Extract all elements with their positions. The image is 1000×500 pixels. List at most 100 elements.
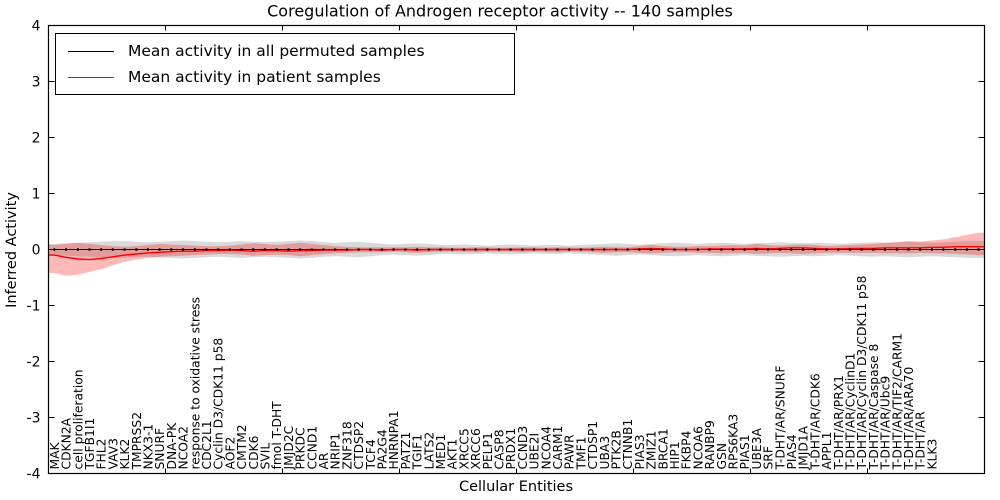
data-point-marker	[872, 248, 875, 251]
y-tick-label: 0	[32, 243, 41, 259]
x-category-label: TCF4	[364, 439, 378, 470]
x-category-label: ZMIZ1	[645, 431, 659, 470]
x-category-label: CCND3	[516, 426, 530, 470]
x-category-label: T-DHT/AR	[914, 411, 928, 471]
x-category-label: XRCC5	[457, 428, 471, 469]
x-category-label: CASP8	[492, 429, 506, 469]
data-point-marker	[486, 248, 489, 251]
data-point-marker	[298, 248, 302, 251]
data-point-marker	[603, 248, 606, 251]
x-category-label: GSN	[715, 443, 729, 470]
x-category-label: NCOA2	[177, 426, 191, 469]
data-point-marker	[345, 248, 349, 251]
x-category-label: FHL2	[95, 439, 109, 470]
data-point-marker	[380, 248, 384, 251]
x-category-label: KLK3	[925, 439, 939, 470]
x-category-label: KLK2	[118, 439, 132, 470]
x-category-label: TGFB1I1	[83, 418, 97, 471]
patient-line-sample	[68, 76, 114, 78]
x-category-label: response to oxidative stress	[188, 297, 202, 470]
data-point-marker	[825, 248, 828, 251]
x-category-label: AKT1	[446, 439, 460, 470]
x-axis-label: Cellular Entities	[458, 479, 574, 495]
data-point-marker	[567, 248, 571, 251]
data-point-marker	[790, 248, 793, 251]
x-category-label: PRDX1	[504, 428, 518, 470]
x-category-label: PIAS4	[785, 434, 799, 469]
data-point-marker	[322, 248, 325, 251]
x-category-label: PAWR	[563, 434, 577, 470]
data-point-marker	[778, 248, 782, 251]
data-point-marker	[158, 248, 161, 251]
legend: Mean activity in all permuted samples Me…	[55, 33, 515, 95]
x-category-label: TMF1	[574, 436, 588, 470]
x-category-label: NCOA6	[691, 426, 705, 470]
x-category-label: UBA3	[598, 436, 612, 470]
x-category-label: PELP1	[481, 432, 495, 469]
x-category-label: T-DHT/AR/PRX1	[832, 375, 846, 471]
x-category-label: SNURF	[153, 428, 167, 470]
data-point-marker	[591, 248, 594, 251]
data-point-marker	[731, 248, 735, 251]
x-category-label: NKX3-1	[141, 424, 155, 470]
data-point-marker	[99, 248, 103, 251]
data-point-marker	[240, 248, 243, 251]
x-category-label: VAV3	[106, 438, 120, 470]
x-category-label: AOF2	[223, 437, 237, 470]
data-point-marker	[626, 248, 629, 251]
data-point-marker	[123, 248, 126, 251]
x-category-label: SRF	[762, 446, 776, 469]
x-category-label: T-DHT/AR/ARA70	[902, 367, 916, 471]
x-category-label: PIAS3	[633, 434, 647, 469]
data-point-marker	[64, 248, 68, 251]
x-category-label: HNRNPA1	[387, 410, 401, 469]
x-category-label: TGIF1	[411, 434, 425, 471]
legend-label-permuted: Mean activity in all permuted samples	[128, 42, 425, 60]
x-category-label: Cyclin D3/CDK11 p58	[212, 338, 226, 470]
x-category-label: RANBP9	[703, 420, 717, 469]
x-category-label: SVIL	[258, 443, 272, 470]
data-point-marker	[743, 248, 746, 251]
data-point-marker	[649, 248, 653, 251]
x-category-label: UBE2I	[528, 433, 542, 470]
data-point-marker	[930, 248, 934, 251]
data-point-marker	[766, 248, 770, 251]
legend-label-patient: Mean activity in patient samples	[128, 68, 381, 86]
data-point-marker	[404, 248, 407, 251]
x-category-label: T-DHT/AR/Ubc9	[879, 376, 893, 471]
y-tick-label: 1	[32, 187, 41, 203]
y-tick-label: 4	[32, 19, 41, 35]
x-category-label: TMPRSS2	[130, 412, 144, 471]
x-category-label: CCND1	[305, 426, 319, 470]
data-point-marker	[181, 248, 185, 251]
data-point-marker	[661, 248, 665, 251]
x-category-label: T-DHT/AR/CDK6	[808, 373, 822, 470]
data-point-marker	[696, 248, 700, 251]
x-category-label: UBE3A	[750, 427, 764, 469]
y-tick-label: 2	[32, 131, 41, 147]
data-point-marker	[228, 248, 232, 251]
data-point-marker	[135, 248, 138, 251]
data-point-marker	[895, 248, 899, 251]
data-point-marker	[684, 248, 688, 251]
data-point-marker	[415, 248, 419, 251]
data-point-marker	[275, 248, 278, 251]
y-tick-label: -4	[27, 467, 41, 483]
data-point-marker	[614, 248, 618, 251]
data-point-marker	[450, 248, 454, 251]
x-category-label: NRIP1	[329, 433, 343, 470]
data-point-marker	[357, 248, 360, 251]
x-category-label: CTDSP2	[352, 421, 366, 470]
legend-item-permuted: Mean activity in all permuted samples	[66, 42, 514, 60]
data-point-marker	[170, 248, 173, 251]
x-category-label: PRKDC	[294, 427, 308, 469]
x-category-label: JMJD2C	[282, 426, 296, 471]
data-point-marker	[883, 248, 887, 251]
y-tick-label: -2	[27, 355, 41, 371]
y-tick-label: -1	[27, 299, 41, 315]
x-category-label: PIAS1	[738, 434, 752, 469]
x-category-label: XRCC6	[469, 428, 483, 470]
x-category-label: APPL1	[820, 432, 834, 470]
x-category-label: CMTM2	[235, 424, 249, 469]
data-point-marker	[439, 248, 442, 251]
